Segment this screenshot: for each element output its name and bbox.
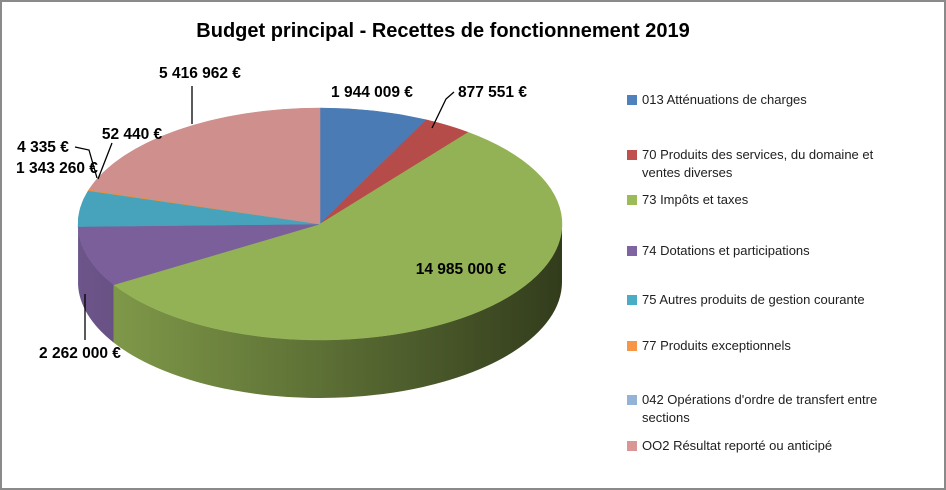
- chart-title: Budget principal - Recettes de fonctionn…: [196, 20, 690, 42]
- data-label-6: 4 335 €: [17, 139, 69, 156]
- legend-marker: [627, 95, 637, 105]
- legend-item-label: OO2 Résultat reporté ou anticipé: [642, 438, 833, 453]
- legend-item-0[interactable]: 013 Atténuations de charges: [627, 91, 915, 109]
- legend-item-label: 042 Opérations d'ordre de transfert entr…: [642, 392, 878, 425]
- legend-marker: [627, 246, 637, 256]
- legend-item-label: 013 Atténuations de charges: [642, 92, 807, 107]
- leader-line-5: [97, 142, 113, 180]
- data-label-3: 2 262 000 €: [39, 345, 121, 362]
- legend-item-4[interactable]: 75 Autres produits de gestion courante: [627, 291, 915, 309]
- legend-item-label: 73 Impôts et taxes: [642, 192, 749, 207]
- pie-slice-7[interactable]: [88, 107, 321, 225]
- legend-item-7[interactable]: OO2 Résultat reporté ou anticipé: [627, 437, 915, 455]
- legend-item-5[interactable]: 77 Produits exceptionnels: [627, 337, 915, 355]
- legend-item-3[interactable]: 74 Dotations et participations: [627, 242, 915, 260]
- legend-item-label: 74 Dotations et participations: [642, 243, 810, 258]
- legend-item-label: 70 Produits des services, du domaine et …: [642, 147, 874, 180]
- data-label-7: 5 416 962 €: [159, 65, 241, 82]
- data-label-5: 52 440 €: [102, 126, 163, 143]
- legend-marker: [627, 150, 637, 160]
- legend-item-1[interactable]: 70 Produits des services, du domaine et …: [627, 146, 915, 182]
- legend-marker: [627, 341, 637, 351]
- legend-marker: [627, 295, 637, 305]
- legend-item-label: 75 Autres produits de gestion courante: [642, 292, 865, 307]
- data-label-0: 1 944 009 €: [331, 84, 413, 101]
- legend-marker: [627, 441, 637, 451]
- legend-marker: [627, 395, 637, 405]
- data-label-1: 877 551 €: [458, 84, 527, 101]
- leader-line-1: [431, 91, 455, 129]
- data-label-4: 1 343 260 €: [16, 160, 98, 177]
- legend-item-6[interactable]: 042 Opérations d'ordre de transfert entr…: [627, 391, 915, 427]
- legend: 013 Atténuations de charges 70 Produits d…: [627, 2, 927, 488]
- pie-slice-0[interactable]: [319, 107, 427, 225]
- legend-item-2[interactable]: 73 Impôts et taxes: [627, 191, 915, 209]
- leader-line-6: [74, 146, 98, 179]
- data-label-2: 14 985 000 €: [416, 261, 507, 278]
- legend-item-label: 77 Produits exceptionnels: [642, 338, 791, 353]
- pie-slice-3[interactable]: [77, 223, 321, 286]
- legend-marker: [627, 195, 637, 205]
- pie-slice-2[interactable]: [113, 132, 563, 341]
- pie-slice-2-side[interactable]: [113, 224, 563, 398]
